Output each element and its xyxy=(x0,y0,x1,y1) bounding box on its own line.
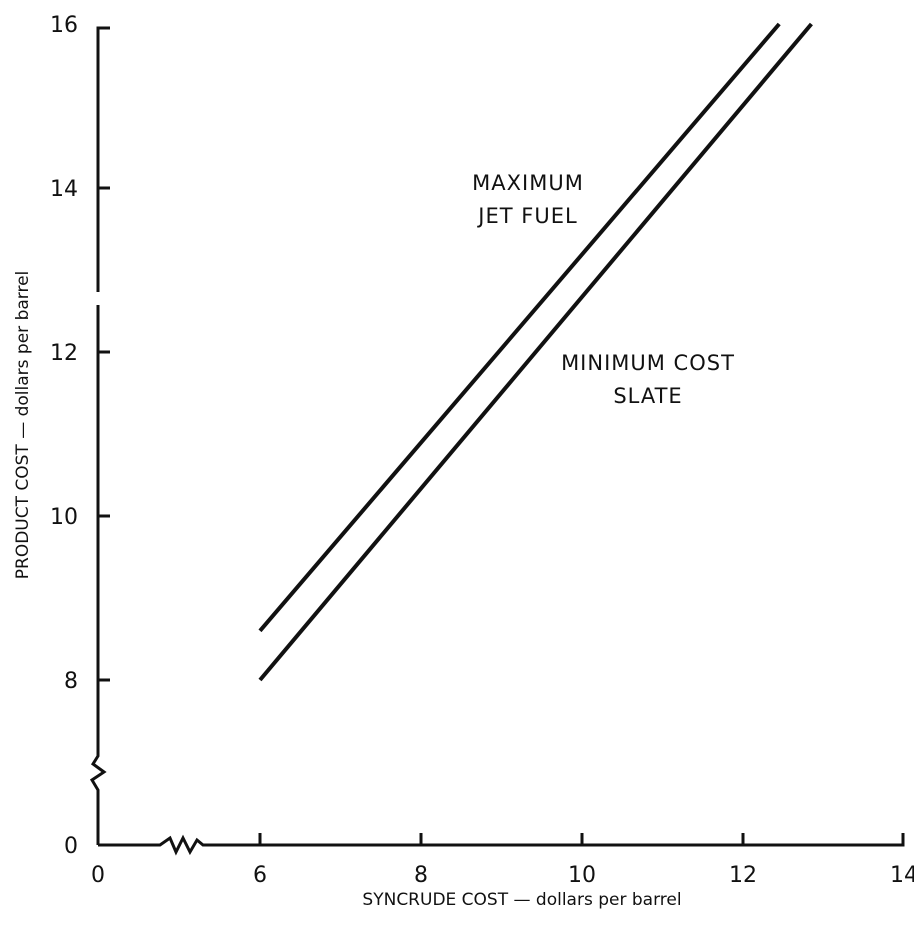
series-label: MINIMUM COST SLATE xyxy=(561,351,735,408)
series-label-line: JET FUEL xyxy=(476,204,577,228)
ticks: 0 8 10 12 14 16 0 6 8 10 12 14 xyxy=(50,13,914,888)
series-label-line: SLATE xyxy=(613,384,682,408)
series-label: MAXIMUM JET FUEL xyxy=(472,171,584,228)
x-tick-label: 10 xyxy=(568,863,596,888)
axes xyxy=(89,26,905,856)
x-axis-title: SYNCRUDE COST — dollars per barrel xyxy=(362,890,681,910)
series-labels: MAXIMUM JET FUEL MINIMUM COST SLATE xyxy=(472,171,735,408)
y-tick-label: 16 xyxy=(50,13,78,38)
y-tick-label: 8 xyxy=(64,669,78,694)
x-axis-line xyxy=(98,833,905,856)
series-label-line: MINIMUM COST xyxy=(561,351,735,375)
series-line xyxy=(258,22,813,682)
x-tick-label: 12 xyxy=(729,863,757,888)
y-tick-label: 14 xyxy=(50,177,78,202)
series xyxy=(258,22,813,682)
y-tick-label: 12 xyxy=(50,341,78,366)
x-tick-label: 8 xyxy=(414,863,428,888)
y-axis-line xyxy=(89,26,110,845)
x-tick-label: 0 xyxy=(91,863,105,888)
series-line xyxy=(258,22,781,633)
y-tick-label: 10 xyxy=(50,505,78,530)
x-tick-label: 6 xyxy=(253,863,267,888)
x-tick-label: 14 xyxy=(890,863,914,888)
y-tick-label: 0 xyxy=(64,834,78,859)
series-label-line: MAXIMUM xyxy=(472,171,584,195)
y-axis-title: PRODUCT COST — dollars per barrel xyxy=(13,271,33,580)
